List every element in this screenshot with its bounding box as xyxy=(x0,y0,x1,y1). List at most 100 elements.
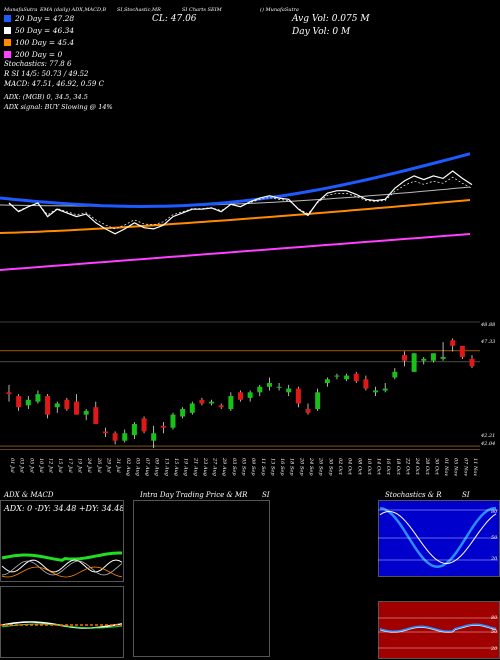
candlesticks xyxy=(6,338,475,449)
legend-100-day: 100 Day = 45.4 xyxy=(4,38,74,47)
date-label: 10 Jul xyxy=(38,458,44,473)
candle-body xyxy=(247,392,253,398)
legend-20-day: 20 Day = 47.28 xyxy=(4,14,74,23)
candle-body xyxy=(16,396,22,408)
candle-body xyxy=(334,375,340,377)
date-label: 07 Nov xyxy=(462,458,468,476)
candle-body xyxy=(295,388,301,404)
candle-body xyxy=(266,383,272,387)
legend-swatch-100 xyxy=(4,39,11,46)
date-label: 20 Sep xyxy=(298,457,304,476)
candle-body xyxy=(324,379,330,384)
day-volume: Day Vol: 0 M xyxy=(292,27,351,37)
price-axis-mid: 47.33 xyxy=(481,339,496,345)
date-label: 19 Aug xyxy=(183,458,189,476)
date-label: 31 Jul xyxy=(115,458,121,473)
legend-swatch-50 xyxy=(4,27,11,34)
price-axis-top: 48.88 xyxy=(481,322,496,328)
stoch-tick-80: 80 xyxy=(491,509,498,515)
date-label: 24 Jul xyxy=(86,457,92,473)
candle-body xyxy=(430,353,436,361)
date-label: 28 Oct xyxy=(424,457,430,476)
candle-body xyxy=(315,392,321,410)
candle-body xyxy=(344,375,350,380)
date-label: 01 Jul xyxy=(9,458,15,473)
date-label: 02 Oct xyxy=(337,458,343,476)
date-label: 18 Sep xyxy=(289,458,295,476)
date-label: 11 Nov xyxy=(472,458,478,476)
date-label: 10 Oct xyxy=(366,458,372,476)
stoch-k-line xyxy=(379,507,497,568)
candle-body xyxy=(25,399,31,406)
date-label: 30 Oct xyxy=(433,458,439,476)
price-axis-low: 42.21 xyxy=(481,433,496,439)
candle-body xyxy=(6,392,12,395)
date-axis: 01 Jul 03 Jul 05 Jul 10 Jul 12 Jul 15 Jul 17 J… xyxy=(9,457,478,476)
candle-body xyxy=(102,431,108,434)
candle-body xyxy=(469,358,475,367)
candle-body xyxy=(353,373,359,382)
date-label: 16 Sep xyxy=(279,458,285,476)
candle-body xyxy=(189,403,195,413)
header-tab-2[interactable]: EMA (daily) ADX,MACD,B xyxy=(40,7,107,13)
stochastic-lines xyxy=(378,507,498,568)
candle-body xyxy=(382,388,388,391)
date-label: 03 Jul xyxy=(19,458,25,473)
intraday-suffix: SI xyxy=(262,491,270,499)
date-label: 21 Aug xyxy=(192,457,198,476)
header-tab-1[interactable]: MunafaSutra xyxy=(4,7,38,13)
date-label: 24 Sep xyxy=(308,457,314,476)
plus-di-line xyxy=(1,559,123,573)
date-label: 01 Nov xyxy=(443,458,449,476)
candle-body xyxy=(83,410,89,415)
header-tab-3[interactable]: SI,Stochastic,MR xyxy=(117,7,161,13)
date-label: 03 Sep xyxy=(231,458,237,476)
date-label: 18 Oct xyxy=(395,458,401,476)
price-axis-bottom: 42.04 xyxy=(481,441,496,447)
date-label: 08 Oct xyxy=(356,458,362,476)
date-label: 13 Sep xyxy=(269,458,275,476)
date-label: 07 Aug xyxy=(144,458,150,476)
candle-body xyxy=(392,371,398,378)
candle-body xyxy=(401,355,407,361)
date-label: 19 Jul xyxy=(77,458,83,473)
date-label: 16 Oct xyxy=(385,458,391,476)
legend-200-day: 200 Day = 0 xyxy=(4,50,62,59)
candle-body xyxy=(112,433,118,441)
adx-signal: ADX signal: BUY Slowing @ 14% xyxy=(4,103,113,111)
date-label: 15 Aug xyxy=(173,458,179,476)
candle-body xyxy=(218,405,224,408)
date-label: 30 Sep xyxy=(327,458,333,476)
candle-body xyxy=(257,386,263,393)
date-label: 11 Sep xyxy=(260,458,266,476)
candle-body xyxy=(122,433,128,441)
candle-body xyxy=(440,356,446,359)
header-tab-5[interactable]: () MunafaSutra xyxy=(260,7,299,13)
date-label: 05 Nov xyxy=(453,458,459,476)
rsi-tick-80: 80 xyxy=(491,615,498,621)
macd-readout: MACD: 47.51, 46.92, 0.59 C xyxy=(4,80,104,88)
stoch-tick-50: 50 xyxy=(491,535,498,541)
candle-body xyxy=(228,396,234,410)
date-label: 29 Aug xyxy=(221,457,227,476)
date-label: 05 Aug xyxy=(134,458,140,476)
candle-body xyxy=(160,425,166,428)
date-label: 26 Sep xyxy=(318,457,324,476)
date-label: 27 Aug xyxy=(212,457,218,476)
date-label: 12 Jul xyxy=(48,458,54,473)
stochastics-title: Stochastics & R xyxy=(385,491,442,499)
adx-panel xyxy=(0,500,124,582)
candle-body xyxy=(209,401,215,404)
ma-20-line xyxy=(0,152,471,209)
candle-body xyxy=(35,394,41,402)
header-tab-4[interactable]: SI Charts SEIM xyxy=(182,7,222,13)
intraday-panel xyxy=(133,500,270,657)
date-label: 09 Sep xyxy=(250,458,256,476)
ma-200-line xyxy=(0,233,471,271)
date-label: 14 Oct xyxy=(376,458,382,476)
candle-body xyxy=(170,414,176,428)
candle-body xyxy=(64,399,70,410)
legend-label-200: 200 Day = 0 xyxy=(15,50,63,59)
candle-body xyxy=(238,392,243,400)
